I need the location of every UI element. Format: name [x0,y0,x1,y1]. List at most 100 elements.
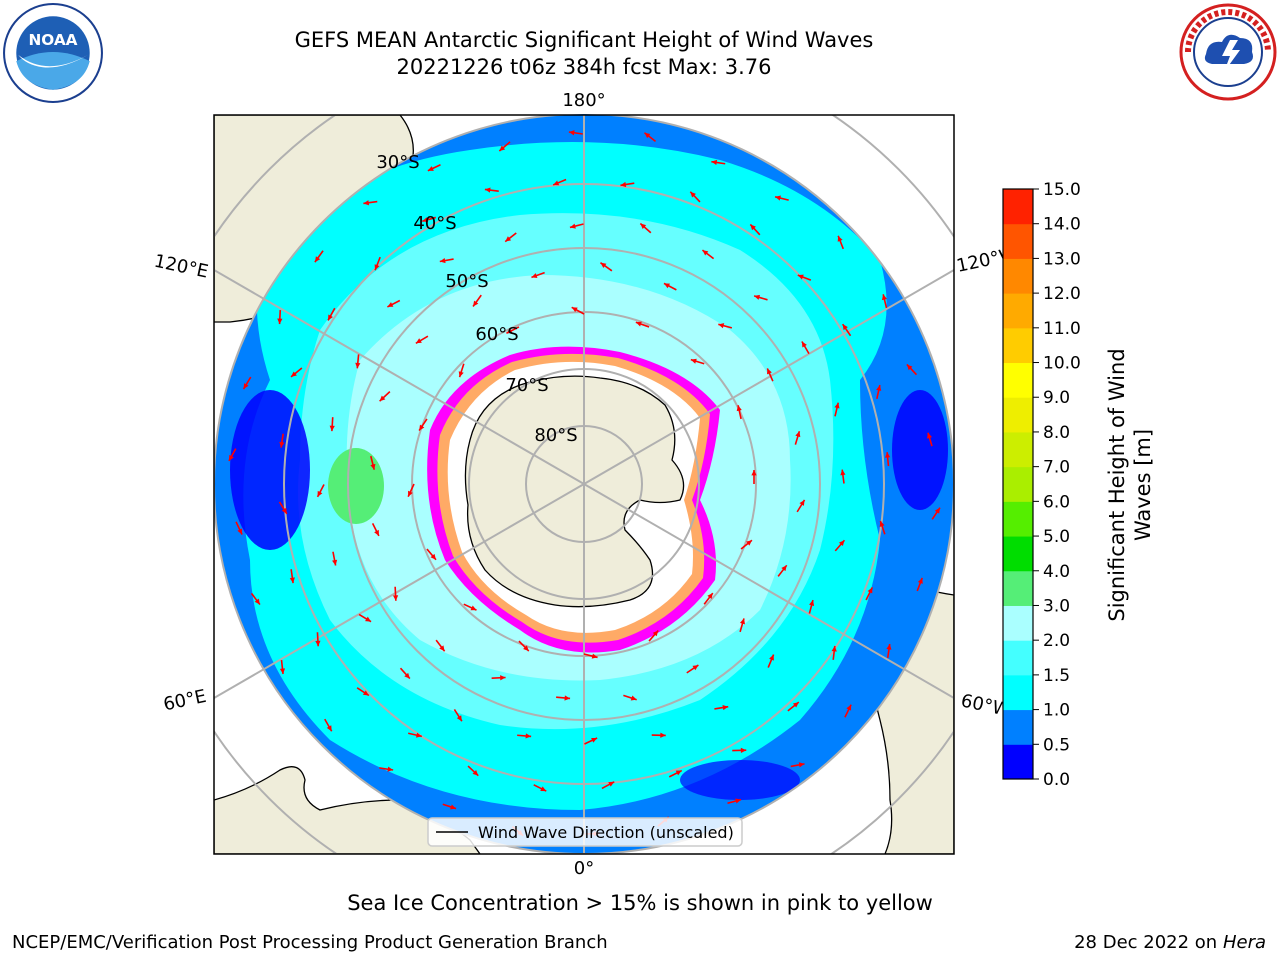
wind-arrow-head [711,159,718,166]
wind-arrow-head [799,499,805,506]
colorbar-segment [1003,293,1033,329]
wind-arrow-head [751,470,757,476]
lon-label-60e: 60°E [162,686,209,716]
colorbar-label-line1: Significant Height of Wind [1105,348,1129,621]
wind-arrow-head [365,616,372,622]
colorbar-tick-label: 13.0 [1043,249,1081,269]
colorbar-tick-label: 1.5 [1043,666,1070,686]
wind-arrow-head [379,395,386,402]
wind-arrow-head [404,672,410,679]
lat-label-70s: 70°S [505,375,548,396]
wind-arrow-head [640,223,647,230]
wind-arrow-head [608,781,615,787]
wind-arrow-head [332,559,338,566]
lat-label-80s: 80°S [534,425,577,446]
colorbar-tick-label: 12.0 [1043,284,1081,304]
wind-arrow-head [591,653,598,659]
colorbar-segment [1003,189,1033,225]
wind-arrow-head [675,770,682,776]
noaa-logo: NOAA [3,3,103,103]
wind-arrow-head [718,323,725,329]
colorbar-tick-label: 0.0 [1043,770,1070,790]
wind-arrow-head [591,737,598,743]
wind-arrow-head [439,258,446,264]
wind-arrow-head [531,273,538,279]
wind-arrow-head [228,454,234,461]
wind-arrow-head [363,200,370,206]
wind-arrow-head [838,540,845,547]
wind-arrow-head [644,132,651,139]
map-legend: Wind Wave Direction (unscaled) [427,817,743,847]
colorbar-segment [1003,223,1033,259]
wind-arrow-head [801,341,807,348]
wind-arrow-head [798,762,805,768]
wind-arrow-head [840,469,846,476]
wind-arrow-head [630,695,637,701]
colorbar-tick-label: 4.0 [1043,562,1070,582]
lat-label-60s: 60°S [475,324,518,345]
wind-arrow-head [419,424,425,431]
wind-arrow-head [415,732,422,738]
wind-arrow-head [690,191,696,198]
wind-arrow-head [690,358,697,364]
wind-arrow-head [472,770,479,776]
map-frame [213,114,955,855]
colorbar-tick-label: 7.0 [1043,458,1070,478]
wind-arrow-head [886,644,892,650]
wind-arrow-head [505,236,512,242]
wind-arrow-head [427,166,434,171]
colorbar-frame [1002,188,1034,780]
wind-arrow-head [355,362,361,369]
wind-arrow-head [834,402,840,409]
wind-arrow-head [328,314,333,321]
wind-arrow-head [243,383,249,390]
colorbar-tick-label: 0.5 [1043,735,1070,755]
wind-arrow-head [754,294,761,300]
wind-arrow-head [387,302,394,307]
wind-arrow-head [374,529,379,536]
wind-arrow-head [525,733,532,739]
wind-arrow-head [291,371,297,377]
wind-arrow-head [484,187,491,193]
wind-arrow-head [769,654,774,661]
wind-arrow-head [473,300,479,307]
wind-arrow-head [809,600,815,606]
wind-arrow-head [660,732,666,738]
colorbar-segment [1003,709,1033,745]
colorbar-tick-label: 8.0 [1043,423,1070,443]
colorbar-segment [1003,605,1033,641]
wind-arrow-head [867,587,873,594]
wind-arrow-head [392,595,399,601]
colorbar-tick-label: 10.0 [1043,354,1081,374]
wind-arrow-head [237,528,243,535]
colorbar-tick-label: 14.0 [1043,215,1081,235]
legend-label: Wind Wave Direction (unscaled) [478,823,734,842]
colorbar-label-line2: Waves [m] [1131,429,1155,541]
colorbar-segment [1003,397,1033,433]
lon-label-120e: 120°E [152,251,210,283]
wind-arrow-head [927,432,933,439]
wind-arrow-head [702,250,709,256]
colorbar-tick-label: 3.0 [1043,596,1070,616]
wind-arrow-head [722,704,729,711]
wind-arrow-head [775,195,781,201]
colorbar-tick-label: 9.0 [1043,388,1070,408]
wind-arrow-head [254,598,260,605]
wind-arrow-head [881,294,888,301]
wind-arrow-head [600,262,607,268]
wind-arrow-head [415,338,422,344]
wind-arrow-head [523,645,529,652]
wind-arrow-head [329,425,335,432]
wind-arrow-head [917,577,923,584]
wind-arrow-head [781,565,787,572]
colorbar-segment [1003,327,1033,364]
wind-arrow-head [707,593,713,599]
wind-arrow-head [934,507,940,514]
colorbar-tick-label: 15.0 [1043,180,1081,200]
wind-arrow-head [279,668,286,675]
wind-wave-arrows [228,130,941,837]
wind-arrow-head [846,704,852,711]
wind-arrow-head [499,145,506,151]
svg-text:NOAA: NOAA [28,31,77,49]
